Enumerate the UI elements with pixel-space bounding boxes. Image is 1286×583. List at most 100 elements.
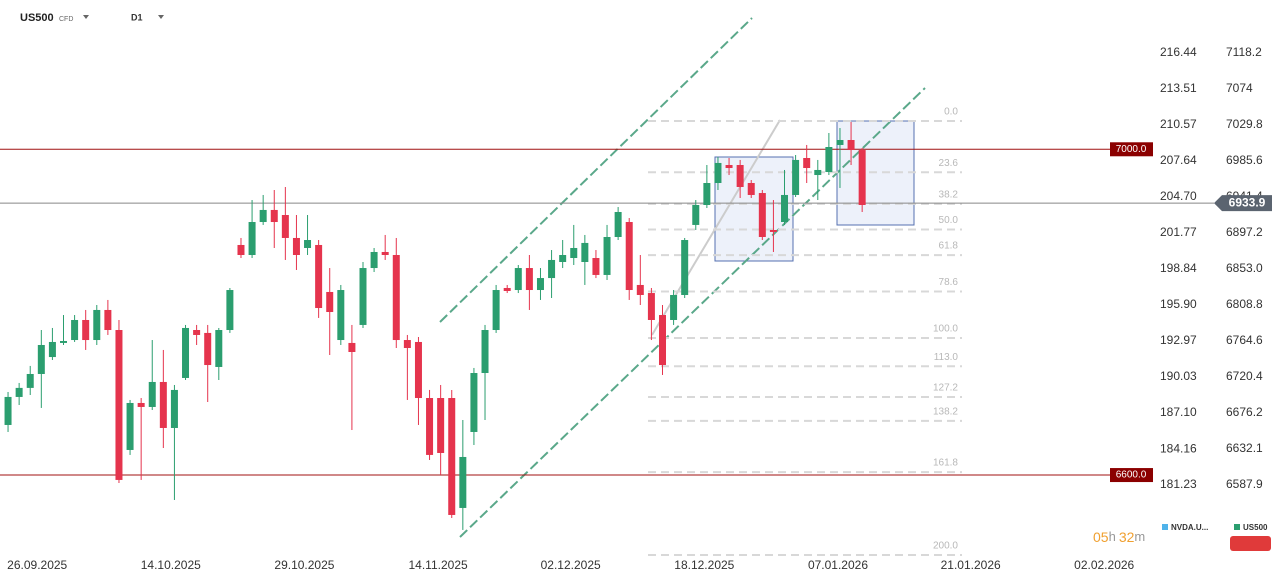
candle-body bbox=[736, 165, 744, 187]
y-tick-label: 6632.1 bbox=[1226, 441, 1263, 455]
x-tick-label: 26.09.2025 bbox=[7, 558, 67, 572]
level-label: 6600.0 bbox=[1116, 470, 1147, 481]
channel-line bbox=[459, 87, 926, 538]
candle-body bbox=[237, 244, 245, 255]
y2-tick-label: 181.23 bbox=[1160, 477, 1197, 491]
candle-body bbox=[681, 240, 689, 295]
y2-tick-label: 190.03 bbox=[1160, 369, 1197, 383]
sell-button[interactable] bbox=[1230, 536, 1271, 551]
y-tick-label: 6808.8 bbox=[1226, 297, 1263, 311]
symbol-type: CFD bbox=[59, 16, 73, 23]
candle-body bbox=[37, 344, 45, 374]
candle-body bbox=[137, 402, 145, 407]
x-tick-label: 02.02.2026 bbox=[1074, 558, 1134, 572]
candle-body bbox=[93, 309, 101, 341]
candle-body bbox=[403, 340, 411, 349]
candle-body bbox=[514, 268, 522, 291]
candle-body bbox=[437, 398, 445, 453]
candle-body bbox=[614, 211, 622, 237]
y-tick-label: 6985.6 bbox=[1226, 153, 1263, 167]
timeframe-dropdown[interactable] bbox=[158, 15, 164, 19]
candle-body bbox=[536, 278, 544, 291]
candle-body bbox=[603, 236, 611, 275]
y2-tick-label: 207.64 bbox=[1160, 153, 1197, 167]
y-tick-label: 6764.6 bbox=[1226, 333, 1263, 347]
candle-body bbox=[858, 150, 866, 205]
candle-body bbox=[381, 251, 389, 255]
candle-body bbox=[204, 332, 212, 366]
candle-body bbox=[492, 290, 500, 331]
symbol[interactable]: US500 bbox=[20, 12, 54, 24]
candle-body bbox=[104, 309, 112, 331]
candle-body bbox=[392, 254, 400, 341]
y2-tick-label: 210.57 bbox=[1160, 117, 1197, 131]
candle-body bbox=[159, 381, 167, 428]
candle-body bbox=[370, 251, 378, 269]
fib-label: 100.0 bbox=[933, 324, 958, 335]
fib-label: 200.0 bbox=[933, 541, 958, 552]
candle-body bbox=[658, 315, 666, 366]
candle-body bbox=[836, 140, 844, 145]
candle-body bbox=[292, 237, 300, 255]
countdown: 05h 32m bbox=[1093, 529, 1145, 545]
candle-body bbox=[304, 240, 312, 248]
candle-body bbox=[326, 291, 334, 313]
candle-body bbox=[592, 258, 600, 275]
symbol-dropdown[interactable] bbox=[83, 15, 89, 19]
y2-tick-label: 201.77 bbox=[1160, 225, 1197, 239]
candle-body bbox=[182, 327, 190, 378]
candle-body bbox=[525, 268, 533, 291]
y2-tick-label: 195.90 bbox=[1160, 297, 1197, 311]
y2-tick-label: 204.70 bbox=[1160, 189, 1197, 203]
candle-body bbox=[636, 284, 644, 295]
candle-body bbox=[270, 209, 278, 223]
candle-body bbox=[725, 165, 733, 169]
current-price-label: 6933.9 bbox=[1229, 195, 1266, 209]
candle-body bbox=[215, 330, 223, 367]
legend-label: NVDA.U... bbox=[1171, 523, 1208, 532]
candle-body bbox=[48, 341, 56, 358]
level-label-box bbox=[1110, 468, 1153, 483]
candle-body bbox=[193, 330, 201, 335]
candle-body bbox=[359, 268, 367, 325]
candle-body bbox=[470, 373, 478, 432]
candle-body bbox=[559, 254, 567, 263]
candle-body bbox=[71, 319, 79, 341]
y2-tick-label: 198.84 bbox=[1160, 261, 1197, 275]
channel-line bbox=[439, 17, 753, 323]
candle-body bbox=[647, 293, 655, 320]
y-tick-label: 7118.2 bbox=[1226, 45, 1262, 59]
candle-body bbox=[148, 381, 156, 407]
y-tick-label: 6676.2 bbox=[1226, 405, 1263, 419]
candle-body bbox=[248, 222, 256, 255]
candle-body bbox=[625, 222, 633, 291]
candle-body bbox=[781, 194, 789, 223]
level-label: 7000.0 bbox=[1116, 144, 1147, 155]
candle-body bbox=[503, 287, 511, 291]
candle-body bbox=[60, 341, 68, 343]
candle-body bbox=[814, 169, 822, 176]
x-tick-label: 14.10.2025 bbox=[141, 558, 201, 572]
x-tick-label: 21.01.2026 bbox=[941, 558, 1001, 572]
candle-body bbox=[758, 193, 766, 237]
fib-label: 113.0 bbox=[934, 352, 959, 363]
candle-body bbox=[115, 330, 123, 480]
legend-swatch bbox=[1162, 524, 1168, 530]
fib-label: 138.2 bbox=[933, 407, 958, 418]
candle-body bbox=[426, 398, 434, 455]
y-tick-label: 6720.4 bbox=[1226, 369, 1263, 383]
x-tick-label: 02.12.2025 bbox=[541, 558, 601, 572]
fib-label: 161.8 bbox=[933, 458, 958, 469]
candle-body bbox=[259, 209, 267, 223]
y2-tick-label: 187.10 bbox=[1160, 405, 1197, 419]
timeframe[interactable]: D1 bbox=[131, 12, 143, 22]
candle-body bbox=[714, 162, 722, 184]
candle-body bbox=[414, 341, 422, 399]
candle-body bbox=[847, 140, 855, 151]
x-tick-label: 18.12.2025 bbox=[674, 558, 734, 572]
candle-body bbox=[459, 456, 467, 508]
candle-body bbox=[281, 215, 289, 238]
y2-tick-label: 216.44 bbox=[1160, 45, 1197, 59]
candle-body bbox=[348, 342, 356, 352]
